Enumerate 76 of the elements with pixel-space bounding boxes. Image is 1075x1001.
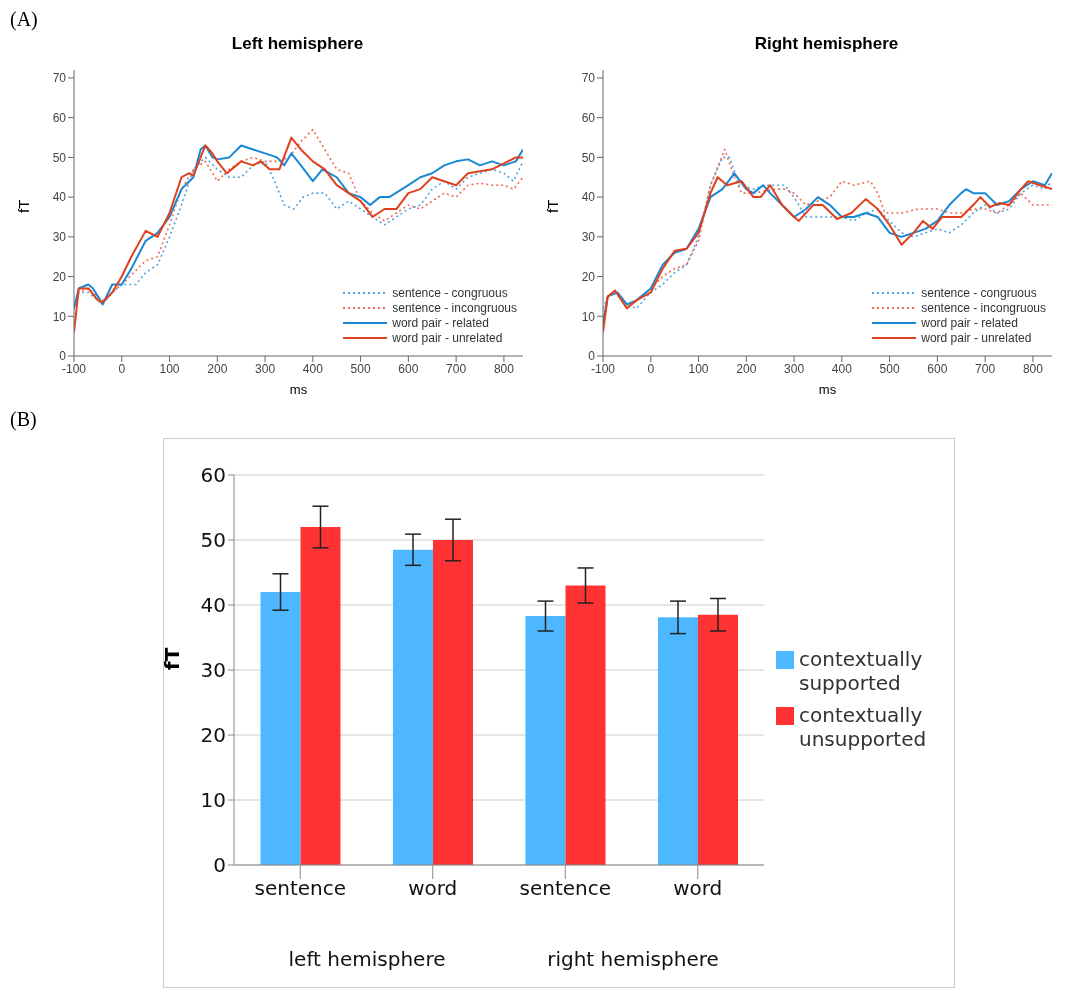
y-tick-label: 40	[581, 190, 596, 205]
y-tick-label: 50	[52, 150, 67, 165]
x-tick-label: 700	[975, 361, 996, 376]
y-tick-label: 60	[200, 463, 226, 488]
x-tick-label: 600	[927, 361, 948, 376]
y-tick-label: 20	[52, 269, 67, 284]
x-tick-label: 700	[446, 361, 467, 376]
y-axis-title: fT	[160, 647, 185, 670]
bar	[525, 616, 566, 865]
x-tick-label: word	[408, 876, 458, 901]
x-tick-label: 200	[207, 361, 228, 376]
y-axis-title: fT	[544, 199, 562, 213]
x-tick-label: 400	[831, 361, 853, 376]
bar	[565, 585, 606, 865]
text: (A)	[10, 8, 38, 31]
bar	[260, 592, 301, 865]
y-tick-label: 30	[52, 230, 67, 245]
legend-label: word pair - unrelated	[392, 331, 503, 345]
x-tick-label: 200	[736, 361, 757, 376]
y-tick-label: 40	[200, 593, 226, 618]
legend-label: word pair - related	[921, 316, 1018, 330]
y-tick-label: 0	[588, 349, 596, 364]
legend-label: word pair - related	[392, 316, 489, 330]
x-tick-label: word	[673, 876, 723, 901]
legend-label: sentence - congruous	[921, 286, 1037, 300]
text: left hemisphere	[287, 947, 447, 971]
y-tick-label: 0	[59, 349, 67, 364]
x-tick-label: 100	[159, 361, 180, 376]
y-tick-label: 20	[581, 269, 596, 284]
y-tick-label: 0	[213, 853, 226, 878]
y-tick-label: 30	[581, 230, 596, 245]
y-axis-title: fT	[15, 199, 33, 213]
y-tick-label: 60	[52, 110, 67, 125]
bar	[433, 540, 473, 865]
y-tick-label: 10	[581, 309, 596, 324]
y-tick-label: 60	[581, 110, 596, 125]
bar	[698, 614, 738, 865]
y-tick-label: 70	[581, 71, 596, 86]
legend-label: contextually supported	[799, 647, 924, 696]
x-tick-label: 600	[398, 361, 419, 376]
legend-label: sentence - congruous	[392, 286, 508, 300]
bar	[300, 527, 341, 865]
x-tick-label: 800	[1022, 361, 1044, 376]
y-tick-label: 10	[52, 309, 67, 324]
x-tick-label: 800	[493, 361, 515, 376]
x-tick-label: -100	[590, 361, 616, 376]
bar	[393, 549, 433, 865]
x-tick-label: 500	[879, 361, 900, 376]
legend-label: sentence - incongruous	[921, 301, 1046, 315]
y-tick-label: 20	[200, 723, 226, 748]
y-tick-label: 50	[200, 528, 226, 553]
x-axis-title: ms	[818, 382, 837, 397]
x-tick-label: 0	[118, 361, 126, 376]
legend-label: contextually unsupported	[799, 703, 928, 752]
y-tick-label: 50	[581, 150, 596, 165]
x-tick-label: 300	[784, 361, 805, 376]
bar	[658, 617, 698, 865]
y-tick-label: 10	[200, 788, 226, 813]
chart-title: Right hemisphere	[753, 34, 900, 54]
x-tick-label: 0	[647, 361, 655, 376]
chart-title: Left hemisphere	[230, 34, 365, 54]
legend-label: word pair - unrelated	[921, 331, 1032, 345]
text: (B)	[10, 408, 37, 431]
x-tick-label: 500	[350, 361, 371, 376]
x-axis-title: ms	[289, 382, 308, 397]
y-tick-label: 40	[52, 190, 67, 205]
x-tick-label: sentence	[519, 876, 612, 901]
y-tick-label: 70	[52, 71, 67, 86]
x-tick-label: 100	[688, 361, 709, 376]
legend-label: sentence - incongruous	[392, 301, 517, 315]
text: right hemisphere	[546, 947, 720, 971]
x-tick-label: 300	[255, 361, 276, 376]
x-tick-label: 400	[302, 361, 324, 376]
x-tick-label: -100	[61, 361, 87, 376]
y-tick-label: 30	[200, 658, 226, 683]
x-tick-label: sentence	[254, 876, 347, 901]
